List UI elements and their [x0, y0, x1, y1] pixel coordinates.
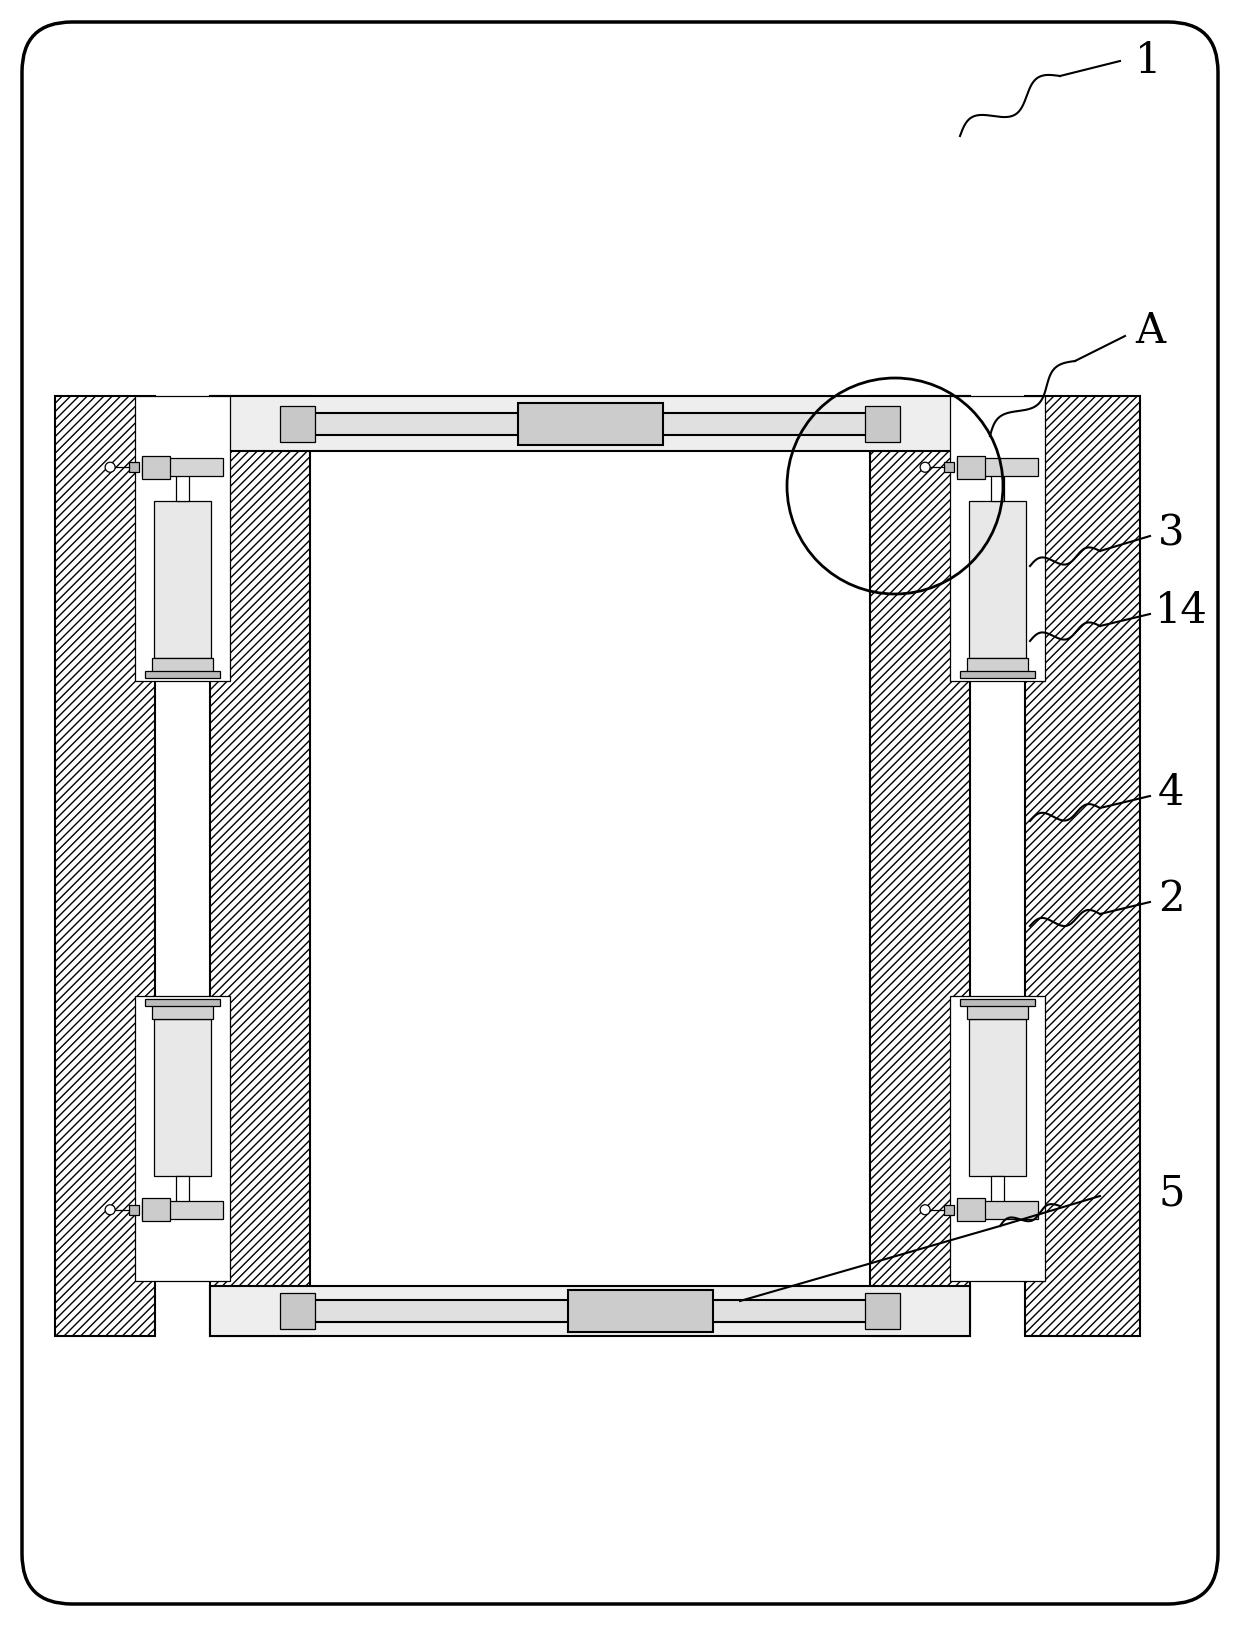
- Bar: [135, 997, 229, 1281]
- Bar: [154, 1020, 211, 1176]
- Bar: [280, 405, 315, 442]
- Bar: [961, 672, 1034, 678]
- Text: 5: 5: [1158, 1172, 1184, 1215]
- Circle shape: [105, 1205, 115, 1215]
- Bar: [517, 403, 662, 444]
- Bar: [210, 397, 970, 450]
- Bar: [154, 501, 211, 659]
- Bar: [176, 1176, 188, 1210]
- Bar: [143, 1198, 170, 1221]
- Circle shape: [105, 462, 115, 472]
- Bar: [944, 1205, 954, 1215]
- Bar: [866, 405, 900, 442]
- Text: 14: 14: [1154, 590, 1208, 633]
- Bar: [210, 1286, 970, 1337]
- Bar: [866, 1293, 900, 1328]
- Bar: [957, 459, 1038, 476]
- Bar: [950, 397, 1045, 681]
- Bar: [961, 998, 1034, 1006]
- Text: A: A: [1135, 311, 1166, 351]
- Bar: [967, 1003, 1028, 1020]
- Bar: [55, 397, 155, 1337]
- Bar: [968, 1020, 1025, 1176]
- FancyBboxPatch shape: [22, 23, 1218, 1603]
- Bar: [135, 397, 229, 681]
- Bar: [151, 1003, 213, 1020]
- Bar: [176, 467, 188, 501]
- Text: 3: 3: [1158, 512, 1184, 554]
- Bar: [310, 413, 870, 434]
- Bar: [968, 501, 1025, 659]
- Bar: [310, 1301, 870, 1322]
- Bar: [870, 397, 970, 1337]
- Bar: [145, 998, 219, 1006]
- Bar: [957, 455, 986, 480]
- Bar: [568, 1289, 713, 1332]
- Bar: [145, 672, 219, 678]
- Circle shape: [920, 462, 930, 472]
- Bar: [957, 1200, 1038, 1220]
- Bar: [143, 455, 170, 480]
- Bar: [957, 1198, 986, 1221]
- Bar: [210, 397, 310, 1337]
- Bar: [129, 462, 139, 472]
- Bar: [143, 1200, 223, 1220]
- Bar: [944, 462, 954, 472]
- Text: 4: 4: [1158, 772, 1184, 815]
- Text: 1: 1: [1135, 41, 1162, 81]
- Bar: [151, 659, 213, 673]
- Bar: [991, 1176, 1003, 1210]
- Bar: [991, 467, 1003, 501]
- Text: 2: 2: [1158, 878, 1184, 920]
- Circle shape: [920, 1205, 930, 1215]
- Bar: [967, 659, 1028, 673]
- Bar: [143, 459, 223, 476]
- Bar: [129, 1205, 139, 1215]
- Bar: [280, 1293, 315, 1328]
- Bar: [950, 997, 1045, 1281]
- Bar: [1025, 397, 1140, 1337]
